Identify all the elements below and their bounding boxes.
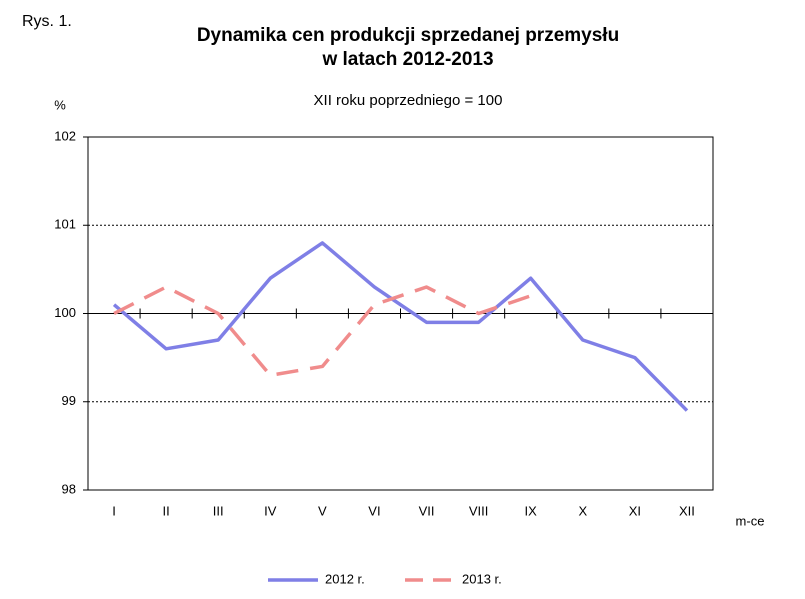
series-line bbox=[112, 241, 689, 412]
x-tick-label: XI bbox=[629, 503, 641, 518]
x-tick-label: III bbox=[213, 503, 224, 518]
y-tick-label: 100 bbox=[54, 305, 76, 320]
y-axis-label: % bbox=[54, 97, 66, 112]
x-tick-label: VII bbox=[419, 503, 435, 518]
x-tick-label: II bbox=[163, 503, 170, 518]
figure-label: Rys. 1. bbox=[22, 13, 72, 30]
x-tick-label: I bbox=[112, 503, 116, 518]
chart-title: w latach 2012-2013 bbox=[321, 49, 493, 70]
y-tick-label: 101 bbox=[54, 217, 76, 232]
x-tick-label: IX bbox=[525, 503, 538, 518]
x-tick-label: X bbox=[578, 503, 587, 518]
chart-title: Dynamika cen produkcji sprzedanej przemy… bbox=[197, 25, 619, 46]
chart-subtitle: XII roku poprzedniego = 100 bbox=[314, 92, 503, 109]
y-tick-label: 102 bbox=[54, 128, 76, 143]
x-tick-label: V bbox=[318, 503, 327, 518]
x-axis-label: m-ce bbox=[736, 513, 765, 528]
legend-label: 2012 r. bbox=[325, 571, 365, 586]
legend-label: 2013 r. bbox=[462, 571, 502, 586]
x-tick-label: IV bbox=[264, 503, 277, 518]
x-tick-label: VI bbox=[368, 503, 380, 518]
y-tick-label: 98 bbox=[62, 481, 76, 496]
series-line bbox=[113, 285, 532, 378]
y-tick-label: 99 bbox=[62, 393, 76, 408]
x-tick-label: VIII bbox=[469, 503, 489, 518]
x-tick-label: XII bbox=[679, 503, 695, 518]
